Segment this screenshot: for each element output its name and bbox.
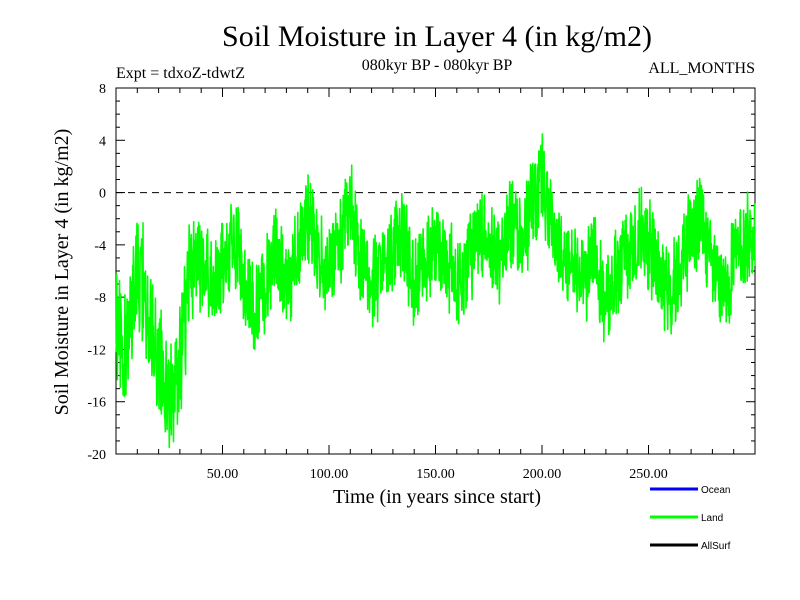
y-tick-label: -20 bbox=[87, 448, 106, 463]
period-label: 080kyr BP - 080kyr BP bbox=[362, 57, 513, 74]
x-tick-label: 200.00 bbox=[523, 467, 562, 482]
y-tick-label: -16 bbox=[87, 396, 106, 411]
x-axis-label: Time (in years since start) bbox=[333, 486, 541, 508]
land-series-line bbox=[115, 133, 756, 449]
y-tick-label: 0 bbox=[99, 187, 106, 202]
y-tick-label: 8 bbox=[99, 82, 106, 97]
y-tick-label: 4 bbox=[99, 134, 106, 149]
y-tick-label: -12 bbox=[87, 343, 106, 358]
legend: Ocean Land AllSurf bbox=[650, 485, 731, 552]
legend-label-ocean: Ocean bbox=[701, 485, 730, 496]
legend-label-land: Land bbox=[701, 513, 723, 524]
x-tick-label: 50.00 bbox=[207, 467, 239, 482]
x-tick-label: 150.00 bbox=[416, 467, 455, 482]
y-tick-label: -4 bbox=[94, 239, 106, 254]
legend-label-allsurf: AllSurf bbox=[701, 541, 731, 552]
y-tick-label: -8 bbox=[94, 291, 106, 306]
x-tick-label: 250.00 bbox=[629, 467, 668, 482]
x-tick-label: 100.00 bbox=[310, 467, 349, 482]
chart-title: Soil Moisture in Layer 4 (in kg/m2) bbox=[222, 20, 652, 53]
months-label: ALL_MONTHS bbox=[648, 60, 755, 77]
y-axis-label: Soil Moisture in Layer 4 (in kg/m2) bbox=[51, 129, 73, 416]
plot-area: 8 4 0 -4 -8 -12 -16 -20 50.00 100.00 150.00 200.00 2… bbox=[87, 82, 756, 482]
experiment-label: Expt = tdxoZ-tdwtZ bbox=[116, 65, 245, 82]
